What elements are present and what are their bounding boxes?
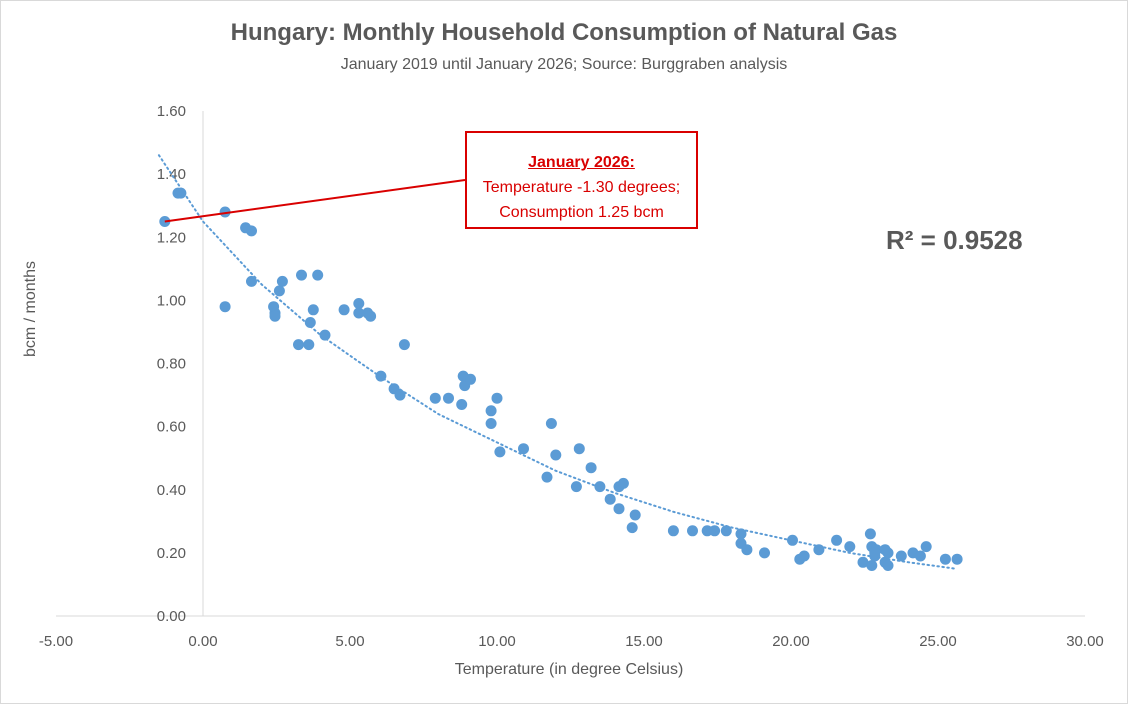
- data-point: [573, 443, 585, 455]
- data-point: [585, 462, 597, 474]
- data-point: [541, 471, 553, 483]
- data-point: [375, 370, 387, 382]
- x-tick-label: 15.00: [625, 633, 663, 650]
- data-point: [895, 550, 907, 562]
- data-point: [518, 443, 529, 455]
- data-point: [456, 399, 468, 410]
- data-point: [869, 547, 881, 559]
- chart-title: Hungary: Monthly Household Consumption o…: [230, 19, 898, 46]
- data-point: [735, 528, 747, 540]
- data-point: [219, 206, 231, 218]
- data-points-layer: [159, 187, 963, 571]
- january-2026-annotation: January 2026: Temperature -1.30 degrees;…: [465, 131, 698, 229]
- data-point: [604, 493, 616, 505]
- x-tick-label: 10.00: [478, 633, 516, 650]
- data-point: [319, 329, 331, 341]
- data-point: [920, 541, 932, 553]
- data-point: [398, 339, 410, 351]
- annotation-layer: [164, 179, 466, 223]
- data-point: [798, 550, 810, 562]
- data-point: [365, 310, 377, 322]
- data-point: [951, 553, 963, 565]
- data-point: [303, 339, 315, 351]
- annotation-title: January 2026:: [528, 154, 635, 171]
- data-point: [787, 534, 798, 546]
- data-point: [246, 225, 257, 237]
- axes-layer: -5.00 0.00 5.00 10.00 15.00 20.00 25.00 30.00 0.…: [39, 103, 1104, 650]
- data-point: [429, 392, 441, 404]
- data-point: [570, 481, 582, 493]
- x-tick-label: 0.00: [188, 633, 217, 650]
- data-point: [613, 503, 625, 515]
- data-point: [594, 481, 606, 493]
- data-point: [494, 446, 506, 458]
- annotation-connector: [164, 179, 466, 223]
- trendline-layer: [157, 154, 957, 570]
- data-point: [741, 544, 753, 556]
- data-point: [720, 525, 732, 537]
- data-point: [338, 304, 350, 316]
- x-tick-label: 25.00: [919, 633, 957, 650]
- data-point: [296, 269, 307, 281]
- data-point: [465, 373, 476, 385]
- x-tick-label: -5.00: [39, 633, 73, 650]
- data-point: [353, 298, 365, 309]
- x-axis-title: Temperature (in degree Celsius): [454, 661, 684, 678]
- data-point: [914, 550, 926, 562]
- data-point: [293, 339, 304, 351]
- data-point: [273, 285, 285, 297]
- data-point: [304, 317, 316, 328]
- data-point: [831, 534, 843, 546]
- data-point: [485, 405, 497, 417]
- data-point: [269, 310, 281, 322]
- data-point: [709, 525, 721, 537]
- annotation-consumption: Consumption 1.25 bcm: [499, 204, 664, 221]
- y-tick-label: 0.60: [157, 419, 186, 436]
- data-point: [175, 187, 187, 199]
- data-point: [545, 418, 557, 429]
- data-point: [626, 522, 638, 534]
- y-tick-label: 0.00: [157, 608, 186, 625]
- data-point: [312, 269, 324, 281]
- data-point: [246, 275, 257, 287]
- y-tick-label: 0.20: [157, 545, 186, 562]
- data-point: [857, 556, 869, 568]
- y-tick-label: 0.40: [157, 482, 186, 499]
- x-tick-label: 30.00: [1066, 633, 1104, 650]
- data-point: [617, 477, 629, 489]
- data-point: [307, 304, 319, 316]
- data-point: [687, 525, 698, 537]
- y-tick-label: 1.20: [157, 229, 186, 246]
- annotation-temperature: Temperature -1.30 degrees;: [482, 179, 681, 196]
- data-point: [491, 392, 503, 404]
- data-point: [394, 389, 406, 401]
- data-point: [866, 560, 878, 571]
- r-squared-label: R² = 0.9528: [886, 225, 1023, 255]
- data-point: [629, 509, 641, 521]
- polynomial-trendline: [157, 154, 957, 570]
- y-tick-label: 0.80: [157, 356, 186, 373]
- data-point: [353, 307, 365, 319]
- y-tick-label: 1.60: [157, 103, 186, 120]
- data-point: [276, 275, 288, 287]
- y-tick-label: 1.00: [157, 292, 186, 309]
- data-point: [219, 301, 231, 313]
- data-point: [759, 547, 770, 559]
- data-point: [443, 392, 454, 404]
- data-point: [882, 560, 894, 571]
- data-point: [485, 418, 497, 429]
- x-tick-label: 5.00: [335, 633, 364, 650]
- y-tick-label: 1.40: [157, 166, 186, 183]
- data-point: [813, 544, 825, 556]
- data-point: [844, 541, 856, 553]
- data-point: [667, 525, 679, 537]
- x-tick-label: 20.00: [772, 633, 810, 650]
- data-point: [879, 544, 891, 556]
- data-point: [939, 553, 951, 565]
- data-point: [550, 449, 562, 461]
- data-point: [864, 528, 876, 540]
- chart-subtitle: January 2019 until January 2026; Source:…: [340, 56, 788, 73]
